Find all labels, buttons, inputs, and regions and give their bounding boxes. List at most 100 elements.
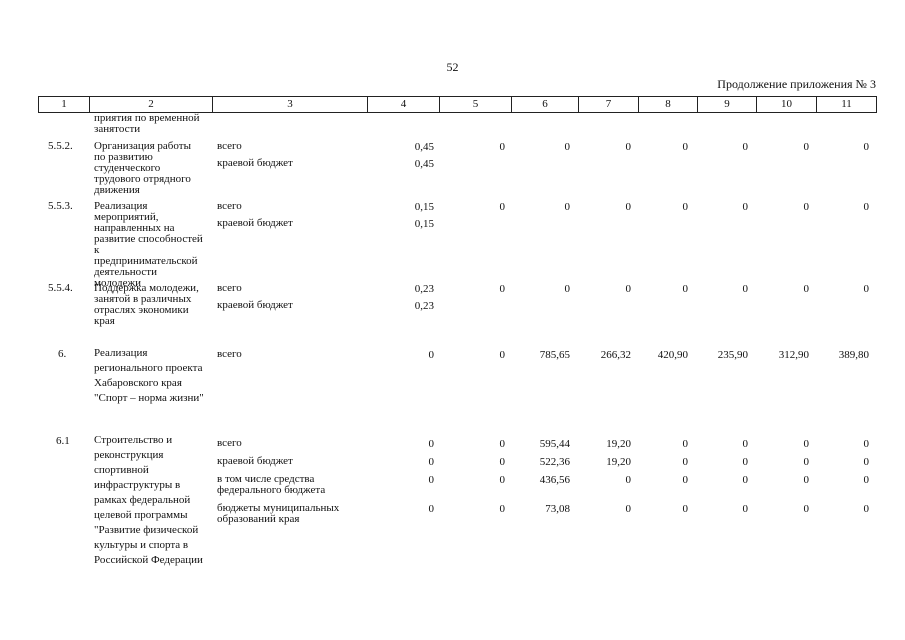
cell-col5: 0 <box>499 349 506 361</box>
cell-col9: 0 <box>742 438 749 450</box>
item-code: 6.1 <box>56 435 70 447</box>
cell-col4: 0,15 <box>414 218 434 230</box>
cell-col7: 19,20 <box>606 438 631 450</box>
cell-col10: 0 <box>803 283 810 295</box>
cell-col8: 0 <box>682 141 689 153</box>
cell-col7: 0 <box>625 201 632 213</box>
table-header-row: 1 2 3 4 5 6 7 8 9 10 11 <box>38 96 877 113</box>
cell-col7: 0 <box>625 141 632 153</box>
cell-col5: 0 <box>499 141 506 153</box>
item-name: Реализация регионального проекта Хабаров… <box>94 347 204 404</box>
cell-col4: 0 <box>428 474 435 486</box>
funding-source: бюджеты муниципальных образований края <box>217 502 340 525</box>
column-header: 9 <box>697 97 756 112</box>
funding-source: всего <box>217 282 242 294</box>
funding-source: всего <box>217 140 242 152</box>
column-header: 5 <box>439 97 511 112</box>
cell-col9: 0 <box>742 283 749 295</box>
cell-col10: 0 <box>803 201 810 213</box>
cell-col6: 785,65 <box>539 349 570 361</box>
cell-col9: 0 <box>742 201 749 213</box>
cell-col6: 0 <box>564 141 571 153</box>
cell-col10: 0 <box>803 474 810 486</box>
column-header: 10 <box>756 97 816 112</box>
item-code: 6. <box>58 348 67 360</box>
item-code: 5.5.3. <box>48 200 73 212</box>
column-header: 4 <box>367 97 439 112</box>
cell-col11: 0 <box>863 456 870 468</box>
funding-source: всего <box>217 200 242 212</box>
column-header: 6 <box>511 97 578 112</box>
cell-col4: 0 <box>428 438 435 450</box>
cell-col4: 0 <box>428 503 435 515</box>
cell-col8: 0 <box>682 201 689 213</box>
cell-col11: 389,80 <box>838 349 869 361</box>
cell-col4: 0 <box>428 349 435 361</box>
column-header: 8 <box>638 97 697 112</box>
cell-col10: 0 <box>803 141 810 153</box>
cell-col11: 0 <box>863 474 870 486</box>
cell-col4: 0,23 <box>414 283 434 295</box>
cell-col9: 0 <box>742 503 749 515</box>
column-header: 7 <box>578 97 638 112</box>
cell-col4: 0,45 <box>414 158 434 170</box>
cell-col6: 73,08 <box>545 503 570 515</box>
cell-col6: 595,44 <box>539 438 570 450</box>
column-header: 1 <box>61 98 67 110</box>
cell-col8: 0 <box>682 283 689 295</box>
item-name-continuation: приятия по временной занятости <box>94 112 200 135</box>
cell-col5: 0 <box>499 474 506 486</box>
cell-col6: 522,36 <box>539 456 570 468</box>
cell-col11: 0 <box>863 141 870 153</box>
item-name: Строительство и реконструкция спортивной… <box>94 434 203 566</box>
cell-col6: 0 <box>564 283 571 295</box>
funding-source: всего <box>217 437 242 449</box>
item-name: Организация работы по развитию студенчес… <box>94 140 191 196</box>
item-name: Поддержка молодежи, занятой в различных … <box>94 282 199 327</box>
cell-col10: 0 <box>803 503 810 515</box>
funding-source: в том числе средства федерального бюджет… <box>217 473 326 496</box>
cell-col7: 0 <box>625 283 632 295</box>
cell-col5: 0 <box>499 503 506 515</box>
cell-col6: 0 <box>564 201 571 213</box>
funding-source: краевой бюджет <box>217 299 293 311</box>
cell-col6: 436,56 <box>539 474 570 486</box>
cell-col7: 0 <box>625 503 632 515</box>
funding-source: краевой бюджет <box>217 157 293 169</box>
cell-col9: 0 <box>742 474 749 486</box>
cell-col4: 0 <box>428 456 435 468</box>
cell-col10: 0 <box>803 438 810 450</box>
cell-col5: 0 <box>499 438 506 450</box>
cell-col7: 19,20 <box>606 456 631 468</box>
cell-col10: 0 <box>803 456 810 468</box>
cell-col8: 0 <box>682 474 689 486</box>
cell-col10: 312,90 <box>778 349 809 361</box>
cell-col5: 0 <box>499 456 506 468</box>
cell-col8: 420,90 <box>657 349 688 361</box>
page-number: 52 <box>446 60 459 74</box>
cell-col11: 0 <box>863 503 870 515</box>
cell-col8: 0 <box>682 438 689 450</box>
item-code: 5.5.4. <box>48 282 73 294</box>
column-header: 2 <box>89 97 212 112</box>
cell-col7: 266,32 <box>600 349 631 361</box>
column-header: 11 <box>816 97 876 112</box>
cell-col7: 0 <box>625 474 632 486</box>
cell-col9: 0 <box>742 141 749 153</box>
funding-source: краевой бюджет <box>217 217 293 229</box>
cell-col9: 0 <box>742 456 749 468</box>
cell-col4: 0,23 <box>414 300 434 312</box>
cell-col11: 0 <box>863 201 870 213</box>
item-code: 5.5.2. <box>48 140 73 152</box>
cell-col4: 0,15 <box>414 201 434 213</box>
cell-col4: 0,45 <box>414 141 434 153</box>
continuation-label: Продолжение приложения № 3 <box>717 77 876 91</box>
funding-source: всего <box>217 348 242 360</box>
cell-col5: 0 <box>499 283 506 295</box>
cell-col9: 235,90 <box>717 349 748 361</box>
cell-col8: 0 <box>682 503 689 515</box>
cell-col11: 0 <box>863 438 870 450</box>
item-name: Реализация мероприятий, направленных на … <box>94 200 203 289</box>
column-header: 3 <box>212 97 367 112</box>
cell-col5: 0 <box>499 201 506 213</box>
